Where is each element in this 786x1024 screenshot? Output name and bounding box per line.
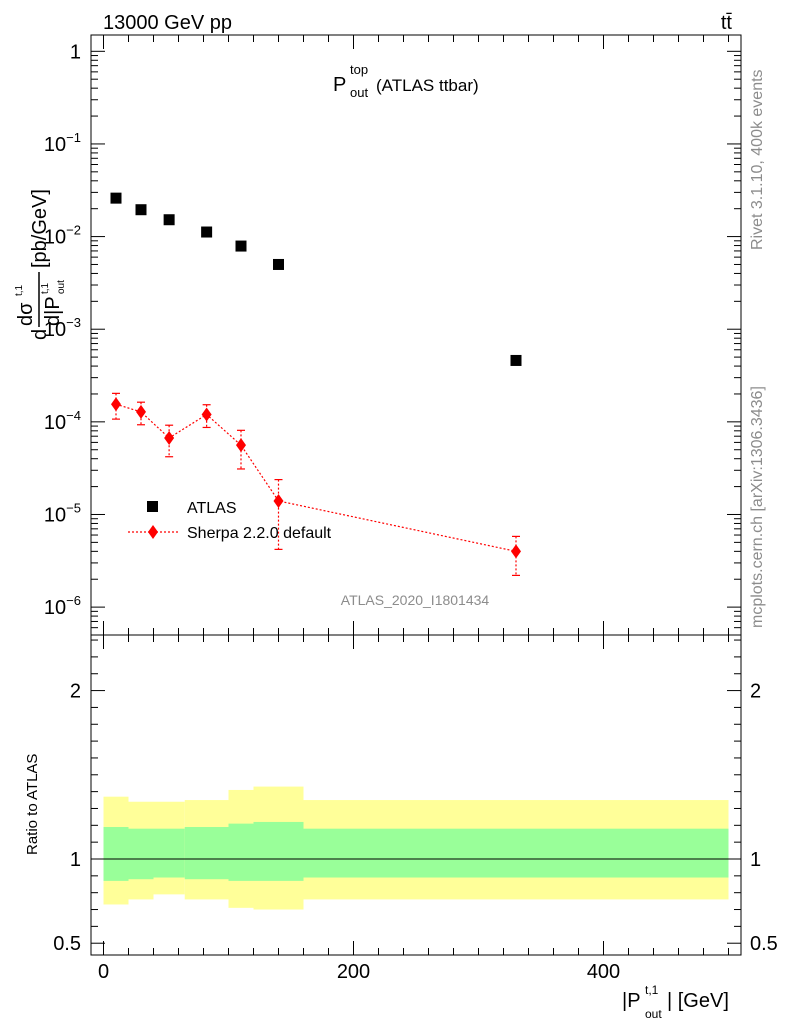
ratio-uncertainty-bands [103, 786, 729, 910]
ylabel-denominator: d|P [42, 296, 64, 326]
ratio-y-tick-labels: 0.5 0.5 1 1 2 2 [53, 681, 778, 956]
main-panel: 1 10−1 10−2 10−3 10−4 10−5 10−6 ATLAS_2020_I18… [14, 34, 742, 636]
mcplots-label: mcplots.cern.ch [arXiv:1306.3436] [749, 386, 766, 628]
legend-atlas-label: ATLAS [187, 500, 237, 517]
ratio-inner-band [153, 828, 185, 878]
sherpa-point [273, 493, 284, 508]
atlas-point [163, 214, 175, 226]
x-axis-label: |P t,1 out | [GeV] [622, 983, 729, 1021]
ratio-y-tick-label-right: 1 [750, 849, 761, 871]
ratio-inner-band [103, 827, 129, 881]
y-tick-label: 10−4 [44, 408, 81, 434]
main-y-tick-labels: 1 10−1 10−2 10−3 10−4 10−5 10−6 [44, 41, 81, 619]
ratio-axis-ticks [91, 635, 741, 955]
y-tick-label: 1 [70, 41, 81, 63]
plot-title-rest: (ATLAS ttbar) [376, 76, 479, 95]
atlas-point [510, 354, 522, 366]
main-plot-frame [90, 34, 742, 636]
x-tick-label: 0 [98, 961, 109, 983]
ylabel-num-sup: t,1 [14, 284, 25, 296]
legend-atlas-marker [147, 501, 158, 512]
y-tick-label: 10−3 [44, 315, 81, 341]
process-label: tt̄ [721, 12, 733, 34]
ratio-plot-frame [90, 634, 742, 956]
atlas-point [110, 192, 122, 204]
ylabel-den-sup: t,1 [40, 282, 51, 294]
y-tick-label: 10−5 [44, 500, 81, 526]
legend-sherpa-marker [148, 525, 158, 539]
ratio-inner-band [253, 821, 304, 881]
ylabel-unit: [pb/GeV] [29, 189, 51, 268]
ratio-y-tick-label-right: 0.5 [750, 933, 778, 955]
legend: ATLAS Sherpa 2.2.0 default [128, 500, 332, 542]
main-axis-ticks [91, 35, 741, 636]
ratio-inner-band [228, 823, 254, 881]
sherpa-point [201, 407, 212, 422]
ylabel-numerator: dσ [15, 302, 37, 326]
atlas-point [235, 240, 247, 252]
ratio-inner-band [128, 828, 154, 880]
sherpa-point [164, 430, 175, 445]
xlabel-sub: out [645, 1007, 662, 1021]
analysis-watermark: ATLAS_2020_I1801434 [341, 592, 490, 608]
atlas-series [110, 192, 522, 366]
rivet-label: Rivet 3.1.10, 400k events [749, 69, 766, 250]
ratio-inner-band [303, 828, 729, 878]
x-tick-label: 400 [587, 961, 620, 983]
ratio-panel: 0.5 0.5 1 1 2 2 0 200 400 Ratio to ATLAS |P t,1… [24, 634, 778, 1021]
ylabel-d: d [29, 329, 51, 340]
ratio-inner-band [184, 827, 229, 880]
plot-title: P [333, 74, 346, 96]
ratio-y-axis-label: Ratio to ATLAS [24, 754, 41, 855]
sherpa-point [136, 404, 146, 419]
atlas-point [273, 258, 284, 270]
y-tick-label: 10−6 [44, 593, 81, 619]
atlas-point [201, 226, 213, 238]
sherpa-point [511, 544, 521, 559]
sherpa-point [236, 438, 246, 453]
main-y-axis-label: d dσ t,1 d|P out t,1 [pb/GeV] [14, 189, 67, 340]
ratio-y-tick-label-left: 0.5 [53, 933, 81, 955]
xlabel-sup: t,1 [645, 983, 659, 997]
x-tick-label: 200 [337, 961, 370, 983]
sherpa-point [111, 397, 121, 412]
energy-label: 13000 GeV pp [103, 12, 232, 34]
plot-title-sup: top [350, 62, 368, 77]
y-tick-label: 10−2 [44, 223, 81, 249]
ratio-y-tick-label-left: 2 [70, 681, 81, 703]
xlabel-post: | [GeV] [667, 990, 729, 1012]
ratio-y-tick-label-left: 1 [70, 849, 81, 871]
sherpa-series [111, 392, 521, 576]
atlas-point [135, 204, 147, 216]
ylabel-den-sub: out [56, 280, 67, 294]
plot-title-sub: out [350, 85, 368, 100]
ratio-x-tick-labels: 0 200 400 [98, 961, 620, 983]
ratio-y-tick-label-right: 2 [750, 681, 761, 703]
xlabel-pre: |P [622, 990, 641, 1012]
legend-sherpa-label: Sherpa 2.2.0 default [187, 525, 332, 542]
y-tick-label: 10−1 [44, 130, 81, 156]
